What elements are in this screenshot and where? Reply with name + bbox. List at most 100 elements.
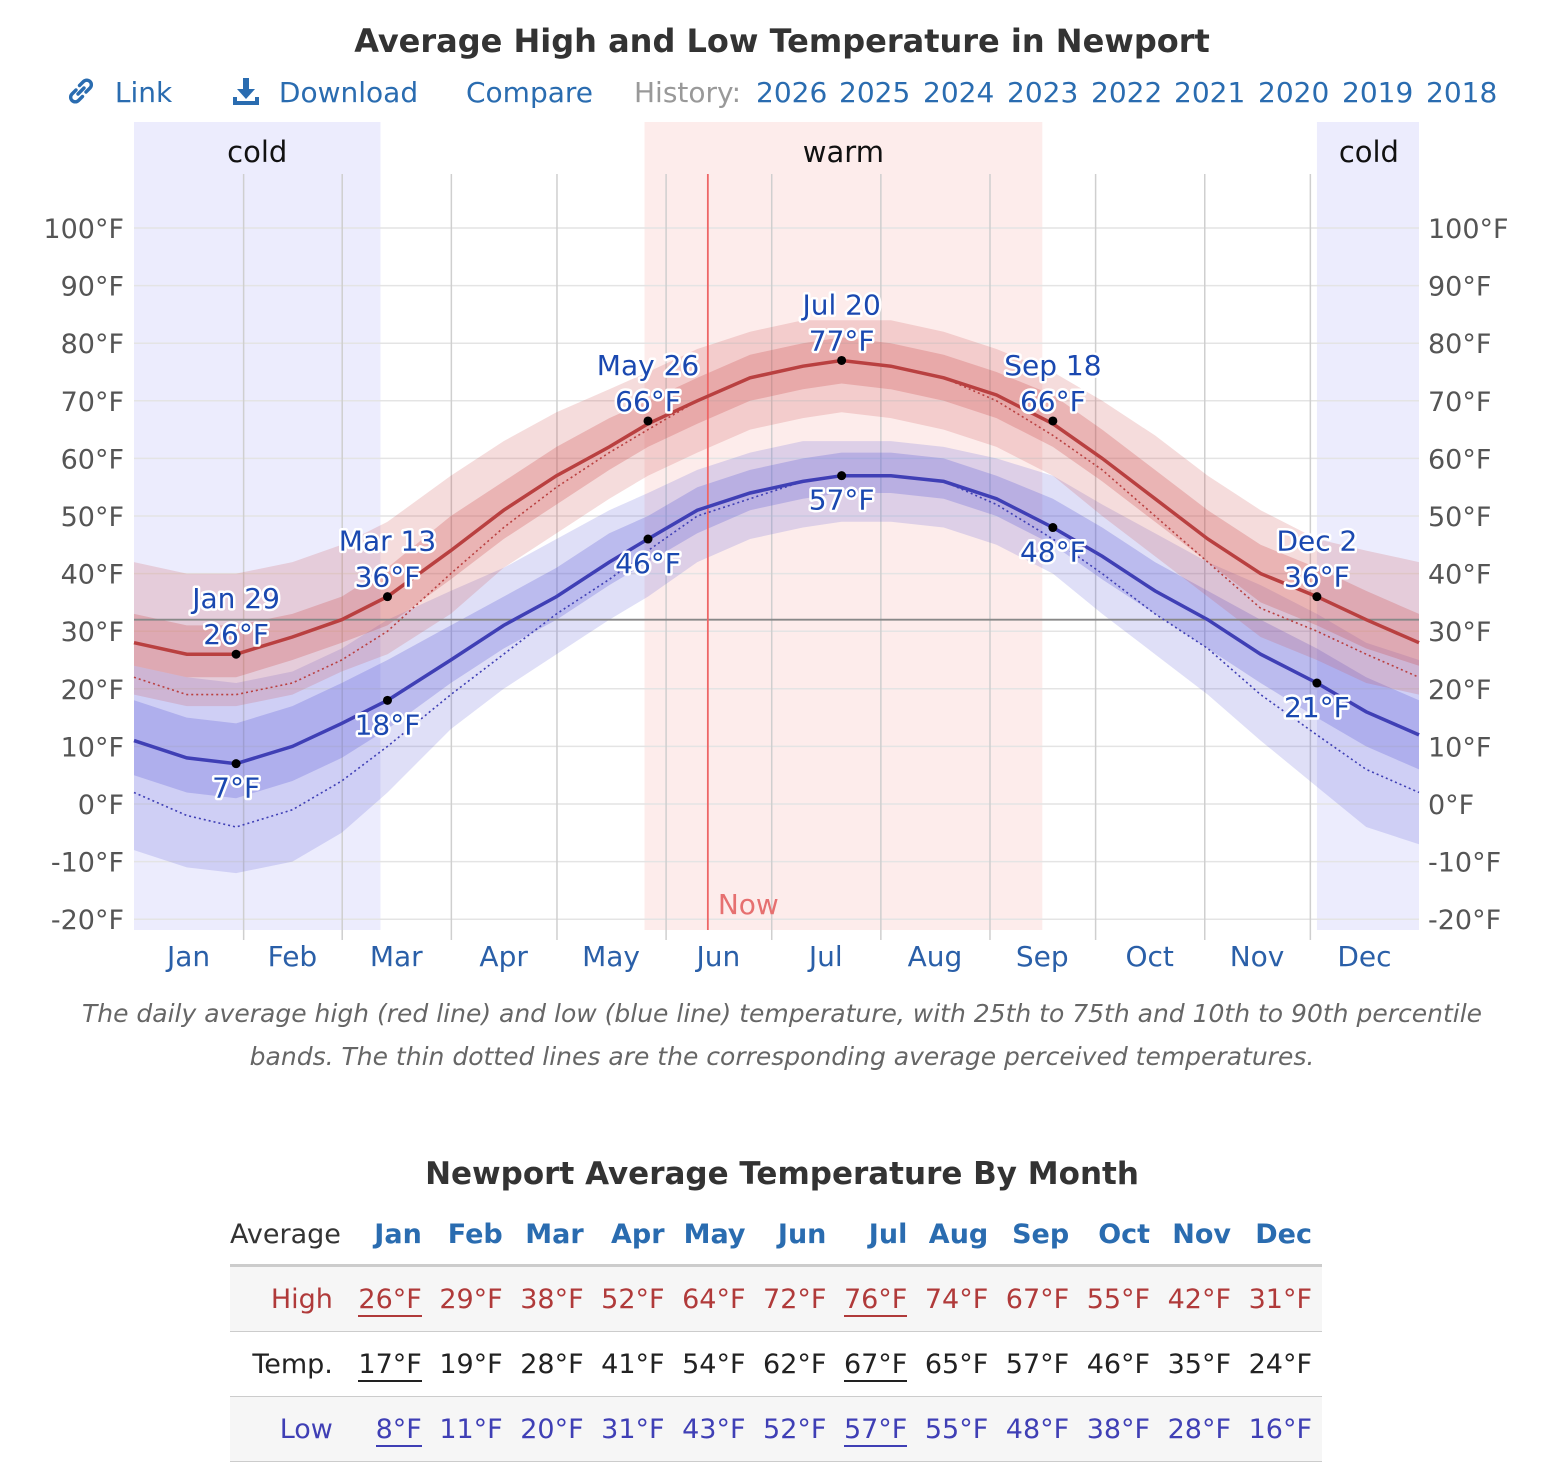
y-tick-label-right: 80°F bbox=[1428, 329, 1491, 360]
link-button[interactable]: Link bbox=[66, 76, 172, 109]
high-annotation-date: Dec 2 bbox=[1276, 525, 1357, 558]
high-annotation-point bbox=[1312, 592, 1322, 602]
high-annotation-point bbox=[382, 592, 392, 602]
low-annotation-point bbox=[643, 534, 653, 544]
low-p10-p90-band bbox=[134, 441, 1419, 874]
y-tick-label-left: 50°F bbox=[61, 502, 124, 533]
high-annotation-date: Jan 29 bbox=[190, 582, 280, 615]
table-corner: Average bbox=[230, 1204, 351, 1267]
cold-season-band bbox=[1316, 122, 1419, 930]
month-header[interactable]: Oct bbox=[1079, 1204, 1161, 1267]
table-cell: 64°F bbox=[674, 1265, 756, 1332]
month-label: Nov bbox=[1230, 940, 1285, 973]
compare-link[interactable]: Compare bbox=[466, 76, 594, 109]
table-cell: 16°F bbox=[1241, 1396, 1322, 1462]
month-label: Jun bbox=[695, 940, 741, 973]
temperature-chart: cold warm cold 100°F 100°F 90°F 90°F 80°F 80°F 70… bbox=[43, 122, 1509, 973]
y-tick-label-left: 80°F bbox=[61, 329, 124, 360]
table-cell: 41°F bbox=[593, 1331, 675, 1397]
history-year-2026[interactable]: 2026 bbox=[756, 76, 828, 109]
y-tick-label-right: 70°F bbox=[1428, 387, 1491, 418]
table-cell: 67°F bbox=[998, 1265, 1080, 1332]
table-row-low: Low 8°F 11°F 20°F 31°F 43°F 52°F 57°F 55… bbox=[230, 1396, 1322, 1462]
row-label: High bbox=[230, 1265, 351, 1332]
month-header[interactable]: Jul bbox=[836, 1204, 918, 1267]
high-annotation-point bbox=[1048, 416, 1058, 426]
month-header[interactable]: Dec bbox=[1241, 1204, 1322, 1267]
high-annotation-date: May 26 bbox=[597, 349, 699, 382]
row-label: Low bbox=[230, 1396, 351, 1462]
table-header-row: Average Jan Feb Mar Apr May Jun Jul Aug … bbox=[230, 1204, 1322, 1267]
month-header[interactable]: Sep bbox=[998, 1204, 1080, 1267]
cold-season-band bbox=[134, 122, 381, 930]
now-label: Now bbox=[718, 888, 779, 921]
history-year-2023[interactable]: 2023 bbox=[1007, 76, 1079, 109]
history-year-2018[interactable]: 2018 bbox=[1426, 76, 1498, 109]
month-header[interactable]: Jun bbox=[755, 1204, 837, 1267]
y-tick-label-right: -10°F bbox=[1428, 848, 1501, 879]
table-cell: 43°F bbox=[674, 1396, 756, 1462]
history-year-2020[interactable]: 2020 bbox=[1258, 76, 1330, 109]
high-annotation-value: 36°F bbox=[1284, 561, 1350, 594]
y-tick-label-right: 10°F bbox=[1428, 732, 1491, 763]
high-annotation-point bbox=[643, 416, 653, 426]
history-year-2019[interactable]: 2019 bbox=[1342, 76, 1414, 109]
high-p10-p90-band bbox=[134, 320, 1419, 707]
low-annotation-point bbox=[837, 471, 847, 481]
y-tick-label-right: 40°F bbox=[1428, 560, 1491, 591]
low-annotation-value: 18°F bbox=[355, 708, 421, 741]
y-tick-label-left: 40°F bbox=[61, 560, 124, 591]
chart-title: Average High and Low Temperature in Newp… bbox=[354, 22, 1210, 60]
y-tick-label-left: 30°F bbox=[61, 617, 124, 648]
table-cell: 35°F bbox=[1160, 1331, 1242, 1397]
table-cell: 52°F bbox=[755, 1396, 837, 1462]
y-tick-label-left: 60°F bbox=[61, 444, 124, 475]
table-cell: 54°F bbox=[674, 1331, 756, 1397]
season-label: cold bbox=[1339, 135, 1399, 169]
table-cell: 57°F bbox=[836, 1396, 918, 1462]
month-label: Dec bbox=[1337, 940, 1391, 973]
month-header[interactable]: Apr bbox=[593, 1204, 675, 1267]
table-cell: 26°F bbox=[350, 1265, 432, 1332]
month-header[interactable]: Aug bbox=[917, 1204, 999, 1267]
month-label: Jul bbox=[807, 940, 843, 973]
month-header[interactable]: Nov bbox=[1160, 1204, 1242, 1267]
y-tick-label-left: 20°F bbox=[61, 675, 124, 706]
table-cell: 38°F bbox=[1079, 1396, 1161, 1462]
y-tick-label-left: 0°F bbox=[78, 790, 124, 821]
season-label: warm bbox=[803, 135, 884, 169]
table-cell: 31°F bbox=[1241, 1265, 1322, 1332]
table-cell: 31°F bbox=[593, 1396, 675, 1462]
table-cell: 57°F bbox=[998, 1331, 1080, 1397]
y-tick-label-right: 0°F bbox=[1428, 790, 1474, 821]
history-year-2024[interactable]: 2024 bbox=[923, 76, 995, 109]
toolbar: Link Download Compare History: 2026 2025… bbox=[0, 72, 1564, 116]
table-cell: 38°F bbox=[512, 1265, 594, 1332]
table-row-temp: Temp. 17°F 19°F 28°F 41°F 54°F 62°F 67°F… bbox=[230, 1331, 1322, 1397]
table-cell: 19°F bbox=[431, 1331, 513, 1397]
month-header[interactable]: Jan bbox=[350, 1204, 432, 1267]
link-icon bbox=[68, 78, 94, 104]
table-cell: 28°F bbox=[512, 1331, 594, 1397]
low-annotation-point bbox=[231, 759, 241, 769]
month-label: Sep bbox=[1016, 940, 1069, 973]
month-label: May bbox=[582, 940, 640, 973]
chart-caption: The daily average high (red line) and lo… bbox=[81, 999, 1483, 1071]
history-year-2021[interactable]: 2021 bbox=[1174, 76, 1246, 109]
table-cell: 29°F bbox=[431, 1265, 513, 1332]
table-cell: 17°F bbox=[350, 1331, 432, 1397]
low-line bbox=[133, 473, 1420, 766]
download-button[interactable]: Download bbox=[230, 76, 418, 109]
month-header[interactable]: Feb bbox=[431, 1204, 513, 1267]
month-label: Feb bbox=[268, 940, 318, 973]
table-title: Newport Average Temperature By Month bbox=[425, 1156, 1139, 1192]
download-label: Download bbox=[278, 76, 419, 109]
low-annotation-value: 46°F bbox=[615, 547, 681, 580]
month-header[interactable]: May bbox=[674, 1204, 756, 1267]
table-cell: 20°F bbox=[512, 1396, 594, 1462]
history-year-2022[interactable]: 2022 bbox=[1091, 76, 1163, 109]
season-label: cold bbox=[227, 135, 287, 169]
history-year-2025[interactable]: 2025 bbox=[839, 76, 911, 109]
month-header[interactable]: Mar bbox=[512, 1204, 594, 1267]
low-annotation-value: 21°F bbox=[1284, 691, 1350, 724]
